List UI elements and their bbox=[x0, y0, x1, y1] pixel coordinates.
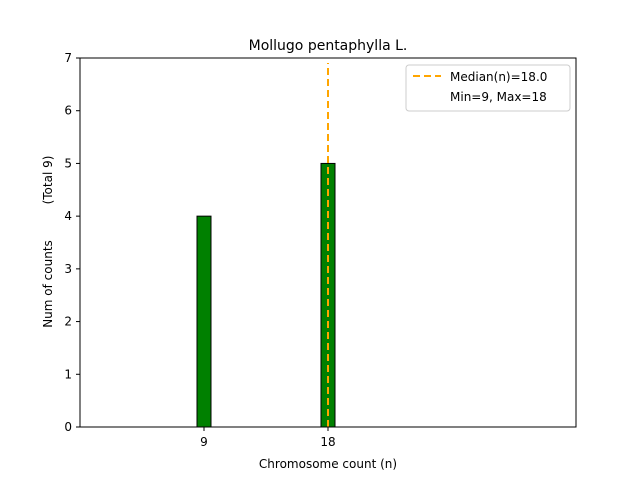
legend-box bbox=[405, 64, 571, 112]
legend-entry-minmax: Min=9, Max=18 bbox=[450, 90, 547, 104]
plot-area bbox=[79, 57, 577, 428]
y-axis-label: Num of counts bbox=[41, 240, 55, 328]
y-tick-label: 5 bbox=[64, 156, 72, 170]
y-tick-label: 6 bbox=[64, 104, 72, 118]
y-tick-label: 0 bbox=[64, 420, 72, 434]
legend: Median(n)=18.0 Min=9, Max=18 bbox=[405, 64, 571, 112]
y-tick-label: 3 bbox=[64, 262, 72, 276]
y-tick-label: 4 bbox=[64, 209, 72, 223]
chart-title: Mollugo pentaphylla L. bbox=[249, 38, 408, 54]
y-axis: 0 1 2 3 4 5 6 7 bbox=[64, 51, 80, 434]
y-tick-label: 7 bbox=[64, 51, 72, 65]
bar bbox=[196, 215, 212, 428]
y-tick-label: 2 bbox=[64, 315, 72, 329]
bars bbox=[196, 162, 336, 428]
x-tick-label: 9 bbox=[200, 435, 208, 449]
x-axis: 9 18 bbox=[200, 427, 336, 449]
x-axis-label: Chromosome count (n) bbox=[259, 457, 397, 471]
x-tick-label: 18 bbox=[320, 435, 335, 449]
legend-entry-median: Median(n)=18.0 bbox=[450, 70, 547, 84]
y-axis-label-total: (Total 9) bbox=[41, 156, 55, 205]
y-tick-label: 1 bbox=[64, 367, 72, 381]
